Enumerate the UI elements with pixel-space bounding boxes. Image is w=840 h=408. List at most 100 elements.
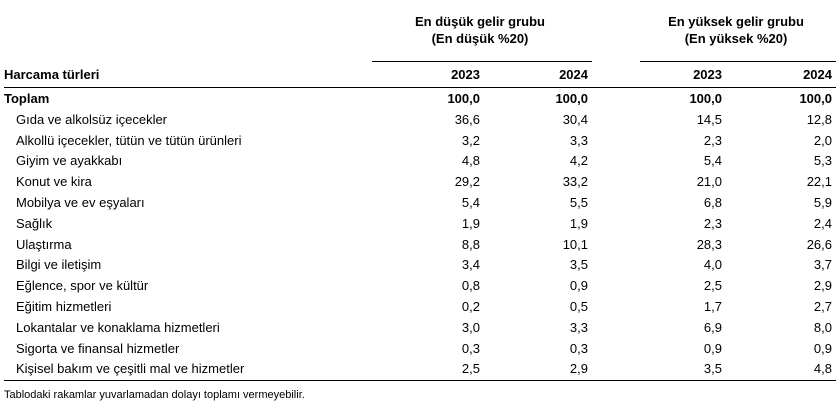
row-value: 3,5 bbox=[569, 257, 588, 273]
row-value: 6,9 bbox=[703, 319, 722, 335]
row-value: 26,6 bbox=[806, 236, 832, 252]
row-value: 8,8 bbox=[461, 236, 480, 252]
row-value: 5,4 bbox=[703, 153, 722, 169]
row-value: 3,0 bbox=[461, 319, 480, 335]
row-value: 4,2 bbox=[569, 153, 588, 169]
row-value: 0,3 bbox=[569, 340, 588, 356]
row-value: 21,0 bbox=[696, 174, 722, 190]
group1-header: En düşük gelir grubu (En düşük %20) bbox=[368, 13, 592, 47]
row-value: 3,5 bbox=[703, 361, 722, 377]
row-label: Kişisel bakım ve çeşitli mal ve hizmetle… bbox=[16, 361, 245, 377]
row-value: 100,0 bbox=[689, 91, 722, 106]
row-value: 14,5 bbox=[696, 111, 722, 127]
row-value: 0,9 bbox=[813, 340, 832, 356]
row-value: 5,3 bbox=[813, 153, 832, 169]
group2-title: En yüksek gelir grubu bbox=[668, 14, 804, 29]
column-header-row: Harcama türleri 2023 2024 2023 2024 bbox=[0, 67, 840, 85]
row-value: 0,5 bbox=[569, 299, 588, 314]
group1-title: En düşük gelir grubu bbox=[414, 14, 545, 29]
row-value: 33,2 bbox=[562, 174, 588, 190]
row-value: 0,9 bbox=[703, 340, 722, 356]
row-value: 2,5 bbox=[461, 361, 480, 377]
row-value: 29,2 bbox=[454, 174, 480, 190]
row-value: 2,7 bbox=[813, 299, 832, 314]
row-value: 12,8 bbox=[806, 111, 832, 127]
year-header-3: 2023 bbox=[693, 67, 722, 82]
row-value: 28,3 bbox=[696, 236, 722, 252]
row-value: 1,7 bbox=[703, 299, 722, 314]
group2-subtitle: (En yüksek %20) bbox=[684, 31, 788, 46]
row-value: 4,0 bbox=[703, 257, 722, 273]
row-label: Toplam bbox=[4, 91, 50, 106]
row-value: 5,5 bbox=[569, 195, 588, 210]
row-value: 2,3 bbox=[703, 215, 722, 231]
row-value: 22,1 bbox=[806, 174, 832, 190]
row-value: 2,9 bbox=[813, 278, 832, 294]
row-label: Eğitim hizmetleri bbox=[16, 299, 112, 314]
row-value: 3,4 bbox=[461, 257, 480, 273]
row-value: 2,4 bbox=[813, 215, 832, 231]
year-header-1: 2023 bbox=[451, 67, 480, 82]
row-label: Alkollü içecekler, tütün ve tütün ürünle… bbox=[16, 132, 242, 148]
row-label: Bilgi ve iletişim bbox=[16, 257, 102, 273]
footnote: Tablodaki rakamlar yuvarlamadan dolayı t… bbox=[4, 389, 305, 401]
table-row: Sigorta ve finansal hizmetler 0,3 0,3 0,9 0,… bbox=[0, 338, 840, 359]
row-value: 2,0 bbox=[813, 132, 832, 148]
table-row: Mobilya ve ev eşyaları 5,4 5,5 6,8 5,9 bbox=[0, 192, 840, 213]
table-row: Sağlık 1,9 1,9 2,3 2,4 bbox=[0, 213, 840, 234]
row-value: 30,4 bbox=[562, 111, 588, 127]
row-value: 3,3 bbox=[569, 132, 588, 148]
year-header-4: 2024 bbox=[803, 67, 832, 82]
row-value: 100,0 bbox=[799, 91, 832, 106]
row-label: Gıda ve alkolsüz içecekler bbox=[16, 111, 168, 127]
row-value: 10,1 bbox=[562, 236, 588, 252]
row-value: 8,0 bbox=[813, 319, 832, 335]
row-value: 3,3 bbox=[569, 319, 588, 335]
row-label: Sağlık bbox=[16, 215, 53, 231]
header-divider bbox=[4, 87, 836, 88]
group2-underline bbox=[640, 61, 836, 62]
table-row: Alkollü içecekler, tütün ve tütün ürünle… bbox=[0, 130, 840, 151]
row-label: Lokantalar ve konaklama hizmetleri bbox=[16, 319, 220, 335]
group1-subtitle: (En düşük %20) bbox=[431, 31, 529, 46]
row-label: Sigorta ve finansal hizmetler bbox=[16, 340, 180, 356]
table-row: Eğlence, spor ve kültür 0,8 0,9 2,5 2,9 bbox=[0, 275, 840, 296]
row-label: Konut ve kira bbox=[16, 174, 92, 190]
total-row: Toplam 100,0 100,0 100,0 100,0 bbox=[0, 88, 840, 109]
table-row: Gıda ve alkolsüz içecekler 36,6 30,4 14,5 12… bbox=[0, 109, 840, 130]
row-value: 4,8 bbox=[461, 153, 480, 169]
row-value: 5,4 bbox=[461, 195, 480, 210]
row-value: 2,5 bbox=[703, 278, 722, 294]
table-bottom-rule bbox=[4, 380, 836, 381]
row-value: 0,9 bbox=[569, 278, 588, 294]
row-label: Giyim ve ayakkabı bbox=[16, 153, 123, 169]
group1-underline bbox=[372, 61, 592, 62]
row-value: 100,0 bbox=[447, 91, 480, 106]
row-value: 2,9 bbox=[569, 361, 588, 377]
row-label: Mobilya ve ev eşyaları bbox=[16, 195, 145, 210]
table-row: Konut ve kira 29,2 33,2 21,0 22,1 bbox=[0, 171, 840, 192]
row-value: 0,8 bbox=[461, 278, 480, 294]
row-value: 1,9 bbox=[569, 215, 588, 231]
row-label: Eğlence, spor ve kültür bbox=[16, 278, 149, 294]
table-row: Eğitim hizmetleri 0,2 0,5 1,7 2,7 bbox=[0, 296, 840, 317]
row-value: 0,2 bbox=[461, 299, 480, 314]
row-value: 1,9 bbox=[461, 215, 480, 231]
row-label: Ulaştırma bbox=[16, 236, 72, 252]
table-row: Bilgi ve iletişim 3,4 3,5 4,0 3,7 bbox=[0, 254, 840, 275]
row-label-header: Harcama türleri bbox=[4, 67, 100, 82]
table-row: Ulaştırma 8,8 10,1 28,3 26,6 bbox=[0, 234, 840, 255]
table-row: Lokantalar ve konaklama hizmetleri 3,0 3,3… bbox=[0, 317, 840, 338]
row-value: 100,0 bbox=[555, 91, 588, 106]
row-value: 2,3 bbox=[703, 132, 722, 148]
row-value: 6,8 bbox=[703, 195, 722, 210]
row-value: 3,7 bbox=[813, 257, 832, 273]
group2-header: En yüksek gelir grubu (En yüksek %20) bbox=[636, 13, 836, 47]
row-value: 5,9 bbox=[813, 195, 832, 210]
row-value: 36,6 bbox=[454, 111, 480, 127]
table-row: Kişisel bakım ve çeşitli mal ve hizmetle… bbox=[0, 358, 840, 379]
row-value: 3,2 bbox=[461, 132, 480, 148]
year-header-2: 2024 bbox=[559, 67, 588, 82]
row-value: 0,3 bbox=[461, 340, 480, 356]
row-value: 4,8 bbox=[813, 361, 832, 377]
